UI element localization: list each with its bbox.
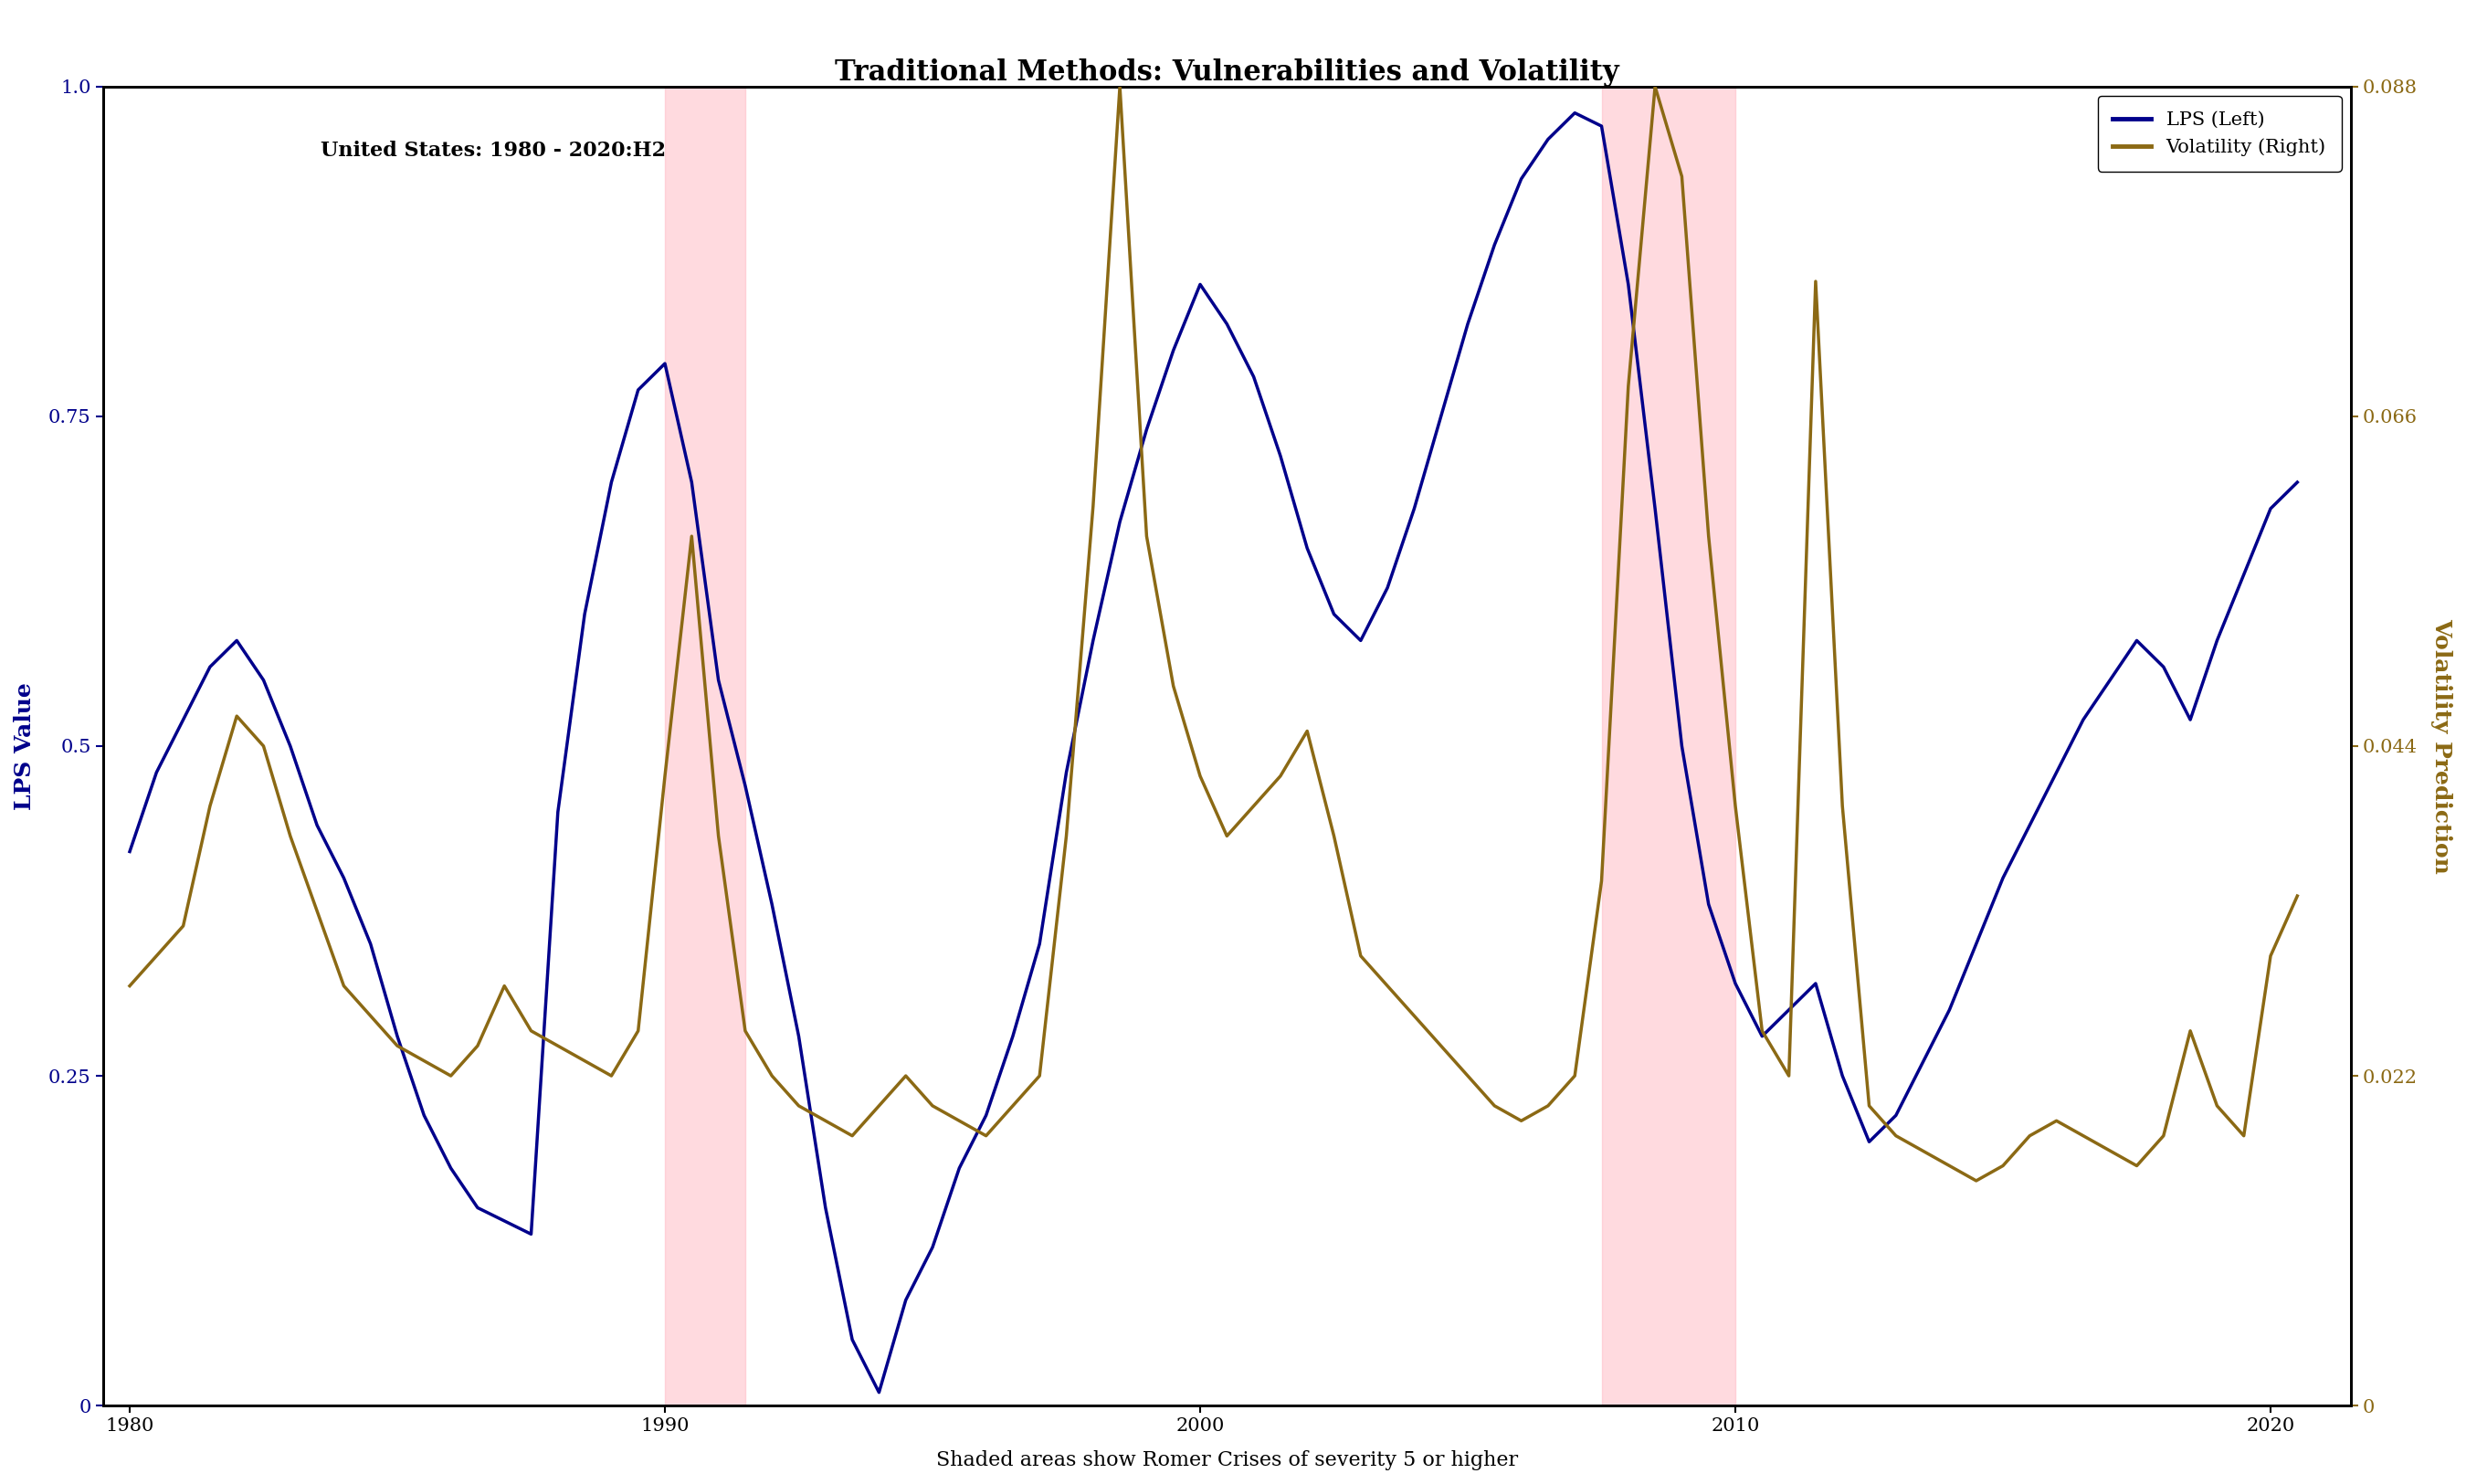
LPS (Left) [1561,104,1591,122]
LPS (Left) [116,843,145,861]
Volatility (Right) [1159,677,1189,695]
LPS (Left) [703,671,732,689]
Bar [666,86,745,1405]
LPS (Left) [1159,341,1189,359]
Volatility (Right) [703,827,732,844]
X-axis label: Shaded areas show Romer Crises of severity 5 or higher: Shaded areas show Romer Crises of severi… [937,1450,1519,1471]
Y-axis label: LPS Value: LPS Value [15,683,35,810]
Legend: LPS (Left), Volatility (Right): LPS (Left), Volatility (Right) [2099,96,2340,171]
Volatility (Right) [1960,1172,1990,1190]
Line: LPS (Left): LPS (Left) [131,113,2298,1392]
LPS (Left) [1854,1132,1884,1150]
Volatility (Right) [1882,1126,1911,1144]
Title: Traditional Methods: Vulnerabilities and Volatility: Traditional Methods: Vulnerabilities and… [836,58,1620,86]
Volatility (Right) [2284,887,2313,905]
Line: Volatility (Right): Volatility (Right) [131,86,2298,1181]
LPS (Left) [2284,473,2313,491]
Volatility (Right) [116,976,145,994]
LPS (Left) [863,1383,893,1401]
Volatility (Right) [624,1022,653,1040]
Bar [1600,86,1736,1405]
LPS (Left) [730,776,760,794]
Text: United States: 1980 - 2020:H2: United States: 1980 - 2020:H2 [321,141,666,160]
Volatility (Right) [730,1022,760,1040]
Y-axis label: Volatility Prediction: Volatility Prediction [2431,619,2451,874]
LPS (Left) [624,381,653,399]
LPS (Left) [1909,1054,1938,1071]
Volatility (Right) [1105,77,1134,95]
Volatility (Right) [1827,797,1857,815]
